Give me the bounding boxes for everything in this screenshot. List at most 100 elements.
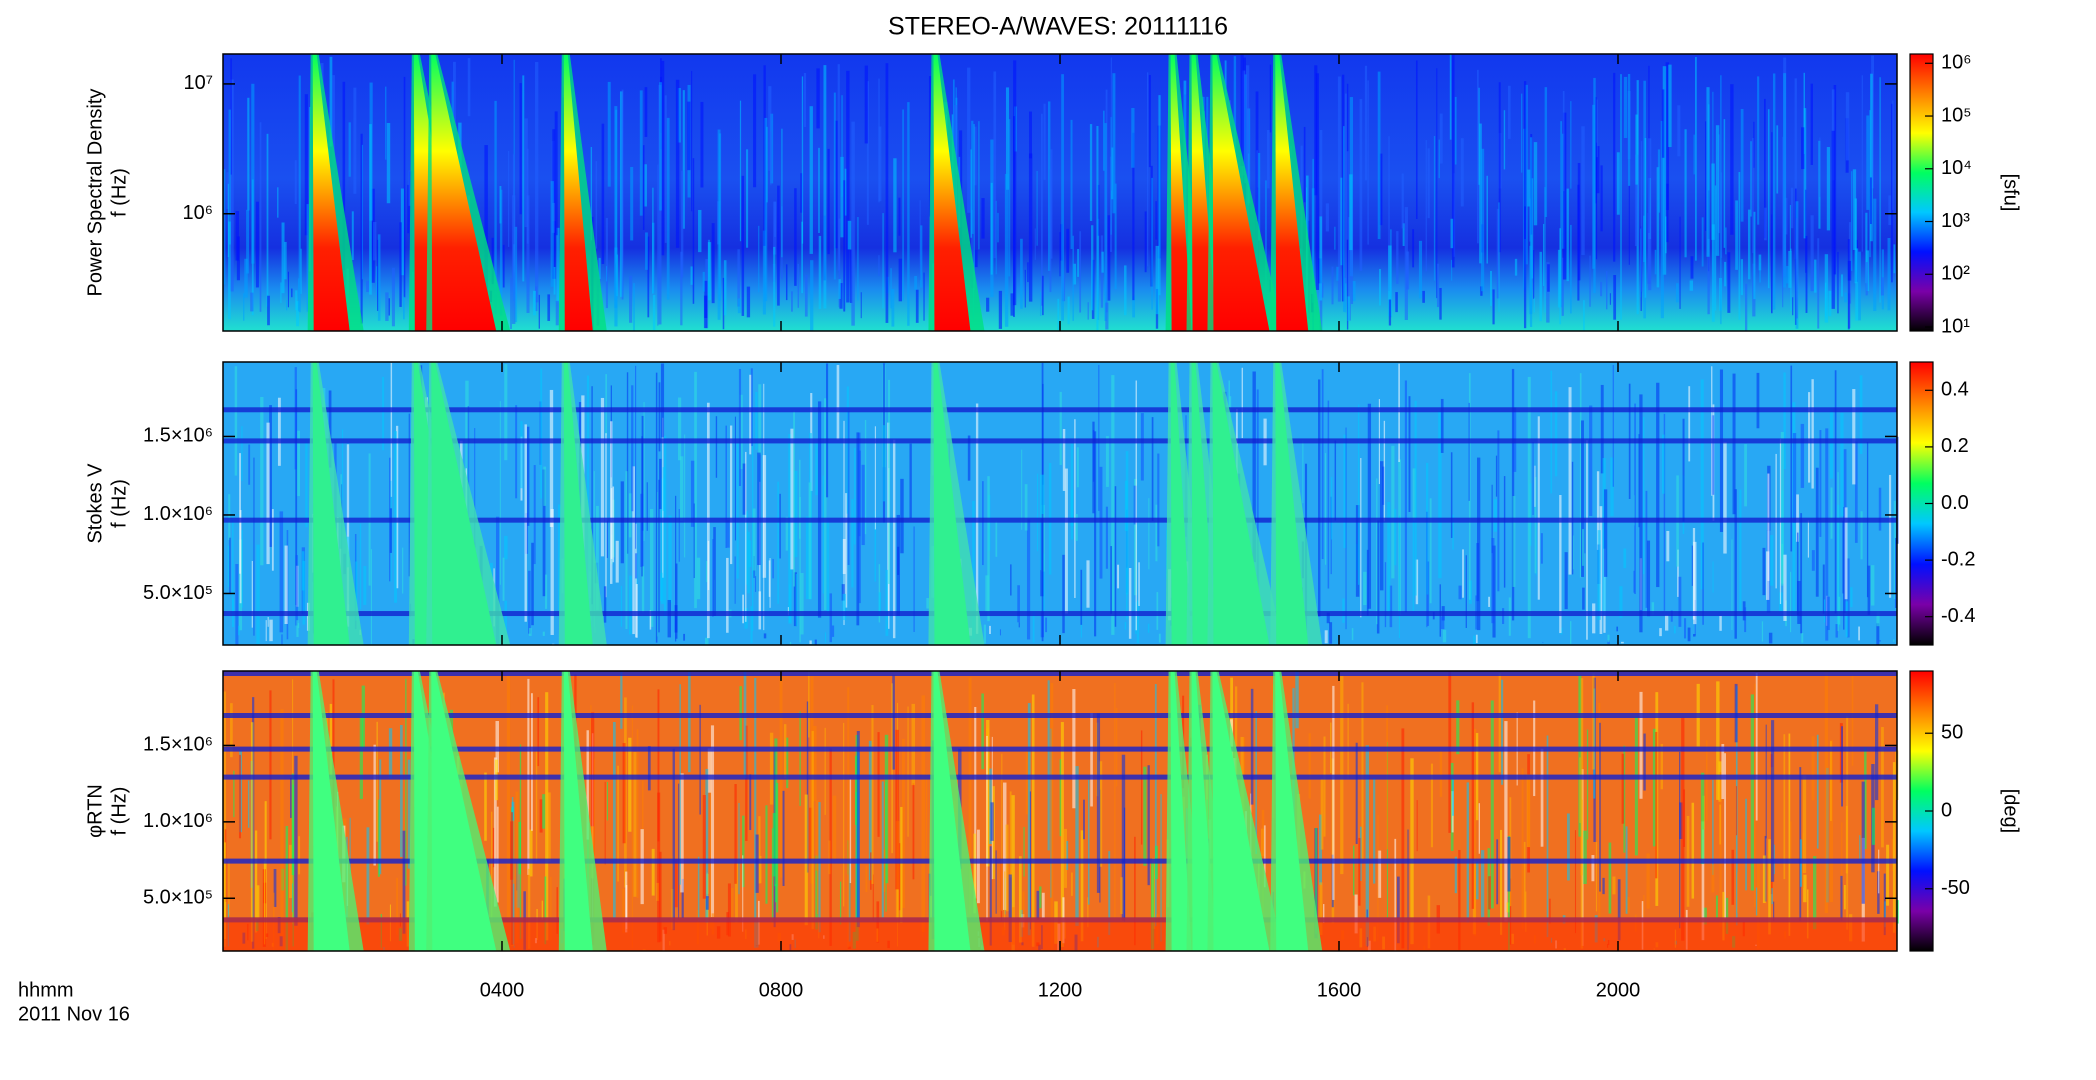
spectrogram-texture (1577, 184, 1580, 301)
spectrogram-texture (542, 794, 546, 829)
spectrogram-texture (1416, 800, 1418, 852)
spectrogram-texture (1041, 892, 1045, 918)
spectrogram-texture (550, 181, 554, 287)
spectrogram-texture (1826, 147, 1831, 231)
spectrogram-texture (1360, 458, 1362, 618)
spectrogram-texture (1655, 731, 1658, 879)
spectrogram-texture (843, 180, 846, 312)
spectrogram-texture (510, 277, 512, 330)
spectrogram-texture (882, 849, 886, 893)
spectrogram-texture (1473, 635, 1476, 645)
spectrogram-texture (538, 294, 540, 329)
spectrogram-texture (1433, 136, 1436, 281)
spectrogram-texture (1091, 225, 1094, 311)
spectrogram-texture (1888, 474, 1892, 598)
spectrogram-texture (816, 862, 819, 915)
spectrogram-texture (640, 829, 644, 905)
spectrogram-texture (542, 631, 545, 636)
spectrogram-texture (234, 366, 238, 476)
spectrogram-texture (1414, 400, 1417, 596)
spectrogram-texture (745, 725, 748, 841)
burst (1212, 671, 1270, 951)
spectrogram-texture (770, 113, 774, 184)
spectrogram-texture (1387, 501, 1391, 616)
spectrogram-texture (773, 201, 777, 255)
spectrogram-texture (971, 120, 974, 234)
spectrogram-texture (674, 859, 678, 908)
spectrogram-texture (1527, 376, 1531, 639)
spectrogram-texture (1566, 188, 1569, 282)
spectrogram-texture (1725, 227, 1727, 255)
spectrogram-texture (806, 701, 809, 873)
spectrogram-texture (556, 227, 560, 303)
spectrogram-texture (1574, 830, 1577, 934)
spectrogram-texture (1010, 564, 1012, 596)
spectrogram-texture (1570, 224, 1572, 314)
spectrogram-texture (844, 168, 847, 216)
spectrogram-texture (1048, 101, 1051, 271)
spectrogram-texture (1547, 264, 1550, 292)
spectrogram-texture (394, 431, 397, 603)
spectrogram-texture (872, 874, 874, 921)
spectrogram-texture (758, 384, 762, 455)
spectrogram-texture (815, 442, 818, 496)
spectrogram-texture (773, 246, 776, 327)
spectrogram-texture (662, 467, 666, 511)
spectrogram-texture (545, 692, 549, 941)
spectrogram-texture (606, 521, 608, 558)
spectrogram-texture (1757, 76, 1760, 225)
spectrogram-texture (971, 209, 973, 288)
spectrogram-texture (1140, 730, 1143, 845)
spectrogram-texture (625, 471, 628, 629)
spectrogram-texture (1595, 841, 1598, 912)
y-axis-label: f (Hz) (108, 787, 130, 836)
spectrogram-texture (1783, 734, 1786, 880)
spectrogram-texture (1449, 54, 1452, 140)
spectrogram-texture (786, 737, 789, 789)
spectrogram-texture (839, 881, 842, 925)
spectrogram-texture (1865, 262, 1868, 296)
spectrogram-texture (1394, 509, 1397, 566)
spectrogram-texture (1407, 829, 1409, 950)
spectrogram-texture (1005, 87, 1010, 190)
spectrogram-texture (675, 563, 678, 639)
spectrogram-texture (1415, 60, 1418, 220)
spectrogram-texture (1720, 75, 1722, 325)
spectrogram-texture (649, 610, 652, 630)
spectrogram-texture (1790, 187, 1794, 229)
spectrogram-texture (1498, 673, 1501, 773)
spectrogram-texture (1623, 76, 1628, 138)
spectrogram-texture (223, 169, 226, 285)
spectrogram-texture (741, 175, 745, 316)
colorbar-tick-label: 10³ (1941, 210, 1970, 232)
spectrogram-texture (1670, 610, 1673, 622)
spectrogram-texture (1096, 125, 1099, 331)
spectrogram-texture (1041, 474, 1045, 515)
colorbar-tick-label: 0 (1941, 799, 1952, 821)
spectrogram-texture (1888, 195, 1892, 226)
spectrogram-texture (1711, 163, 1715, 240)
burst (1170, 362, 1192, 645)
spectrogram-texture (1511, 368, 1515, 621)
spectrogram-texture (1646, 853, 1650, 909)
spectrogram-texture (657, 689, 660, 842)
spectrogram-texture (230, 703, 233, 758)
spectrogram-texture (1349, 174, 1353, 251)
spectrogram-texture (528, 570, 531, 634)
spectrogram-texture (1429, 498, 1432, 604)
spectrogram-texture (902, 109, 904, 301)
spectrogram-texture (1767, 473, 1770, 581)
spectrogram-texture (915, 289, 919, 323)
spectrogram-texture (874, 426, 876, 530)
spectrogram-texture (986, 735, 988, 922)
spectrogram-texture (785, 264, 788, 301)
spectrogram-texture (526, 148, 529, 244)
spectrogram-texture (519, 83, 522, 215)
spectrogram-texture (763, 633, 767, 639)
spectrogram-texture (1700, 772, 1705, 864)
spectrogram-texture (1383, 420, 1386, 522)
spectrogram-texture (1628, 185, 1630, 265)
spectrogram-texture (1557, 249, 1561, 308)
spectrogram-texture (1593, 77, 1596, 294)
